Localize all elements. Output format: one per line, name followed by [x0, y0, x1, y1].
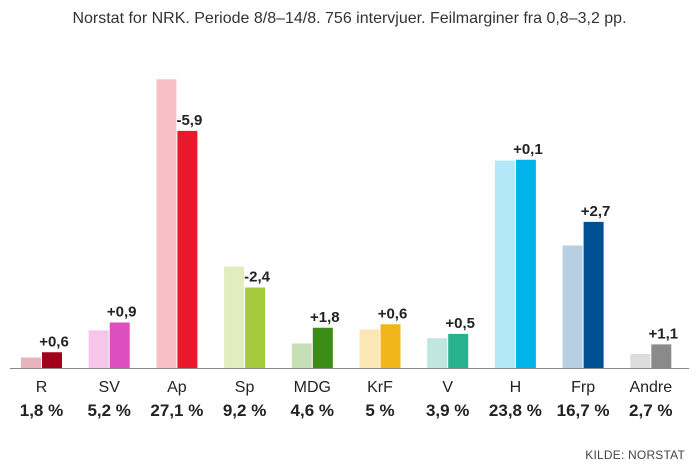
- bar-current-v: [448, 333, 469, 368]
- bar-previous-frp: [562, 245, 583, 368]
- bar-previous-krf: [359, 329, 380, 368]
- category-label-andre: Andre: [629, 379, 672, 396]
- bar-previous-andre: [630, 354, 651, 368]
- value-label-sp: 9,2 %: [223, 401, 266, 420]
- source-label: KILDE: NORSTAT: [585, 448, 685, 462]
- bar-current-sp: [245, 287, 266, 368]
- chart-subtitle: Norstat for NRK. Periode 8/8–14/8. 756 i…: [72, 10, 627, 27]
- category-label-krf: KrF: [367, 379, 393, 396]
- category-label-h: H: [510, 379, 522, 396]
- change-label-h: +0,1: [513, 141, 543, 158]
- change-label-krf: +0,6: [378, 305, 408, 322]
- change-label-r: +0,6: [39, 333, 69, 350]
- bar-current-andre: [651, 344, 672, 368]
- bar-previous-h: [494, 160, 515, 368]
- bar-previous-r: [21, 357, 41, 368]
- bar-previous-ap: [156, 79, 177, 368]
- value-label-krf: 5 %: [365, 401, 394, 420]
- bar-current-h: [515, 159, 536, 368]
- value-label-h: 23,8 %: [489, 401, 542, 420]
- bar-current-mdg: [312, 327, 333, 368]
- bar-previous-v: [427, 338, 448, 368]
- value-label-frp: 16,7 %: [557, 401, 610, 420]
- change-label-sv: +0,9: [107, 304, 137, 321]
- bar-current-krf: [380, 324, 401, 368]
- value-label-ap: 27,1 %: [150, 401, 203, 420]
- category-label-sp: Sp: [235, 379, 255, 396]
- value-label-sv: 5,2 %: [87, 401, 130, 420]
- value-label-andre: 2,7 %: [629, 401, 672, 420]
- change-label-v: +0,5: [445, 315, 475, 332]
- category-label-sv: SV: [99, 379, 121, 396]
- bar-previous-sv: [88, 330, 109, 368]
- change-label-mdg: +1,8: [310, 309, 340, 326]
- value-label-r: 1,8 %: [20, 401, 63, 420]
- bar-previous-mdg: [291, 343, 312, 368]
- change-label-sp: -2,4: [244, 269, 271, 286]
- category-label-r: R: [36, 379, 48, 396]
- bar-current-ap: [177, 130, 198, 368]
- bar-current-sv: [109, 322, 130, 368]
- change-label-ap: -5,9: [176, 112, 202, 129]
- category-label-v: V: [442, 379, 453, 396]
- category-label-frp: Frp: [571, 379, 595, 396]
- bar-current-r: [42, 352, 62, 368]
- change-label-andre: +1,1: [648, 325, 678, 342]
- value-label-v: 3,9 %: [426, 401, 469, 420]
- value-label-mdg: 4,6 %: [291, 401, 334, 420]
- category-label-mdg: MDG: [294, 379, 331, 396]
- change-label-frp: +2,7: [581, 203, 611, 220]
- category-label-ap: Ap: [167, 379, 187, 396]
- bar-previous-sp: [224, 266, 245, 368]
- bar-current-frp: [583, 221, 604, 368]
